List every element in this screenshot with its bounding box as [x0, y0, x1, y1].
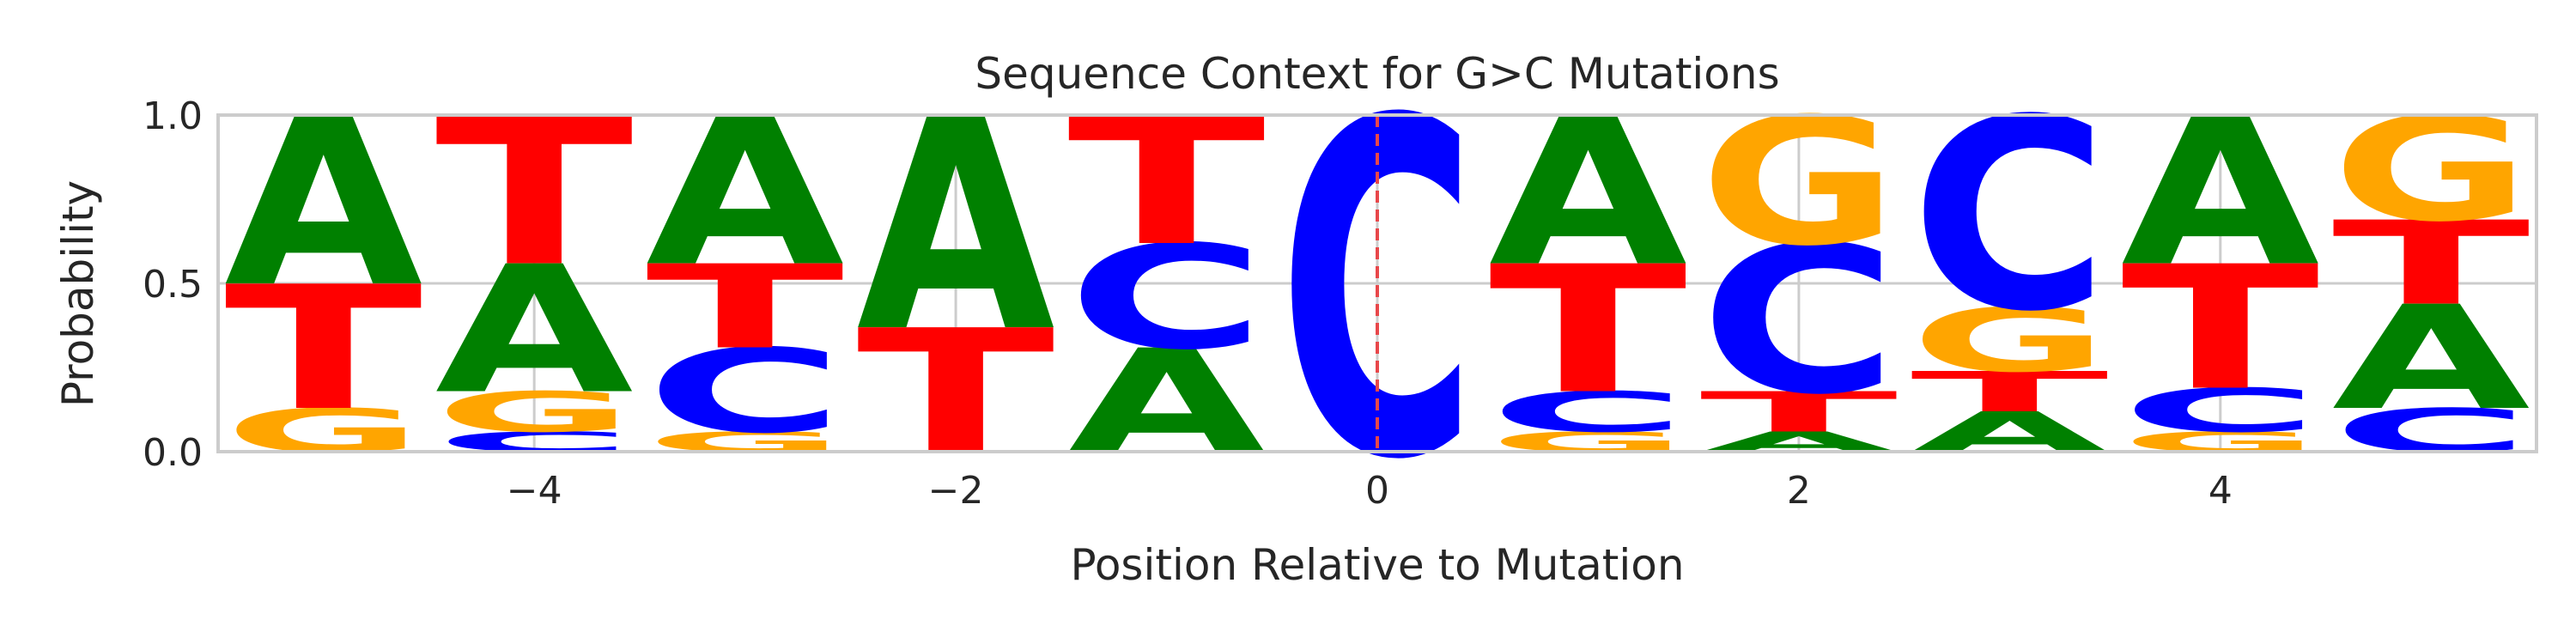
x-tick-label: −4 — [507, 469, 562, 513]
y-axis-label: Probability — [53, 180, 103, 407]
plot-frame — [216, 113, 2538, 453]
logo-letter-T: T — [224, 251, 424, 449]
x-tick-label: 4 — [2208, 469, 2233, 513]
logo-letter-T: T — [2121, 230, 2321, 428]
logo-letter-G: G — [2332, 88, 2530, 253]
logo-letter-T: T — [857, 295, 1057, 493]
y-tick-label: 0.5 — [143, 263, 203, 307]
logo-letter-G: G — [1700, 81, 1899, 285]
y-tick-labels: 0.0 0.5 1.0 — [143, 94, 203, 475]
logo-letter-A: A — [224, 70, 424, 337]
logo-letter-T: T — [1489, 228, 1689, 432]
x-axis-label: Position Relative to Mutation — [1070, 540, 1684, 590]
logo-letter-A: A — [2121, 76, 2321, 312]
logo-letter-C: C — [2121, 376, 2319, 446]
chart-title: Sequence Context for G>C Mutations — [975, 49, 1779, 99]
logo-letter-T: T — [646, 240, 846, 375]
logo-letter-A: A — [1067, 319, 1266, 486]
logo-letter-T: T — [435, 75, 635, 311]
logo-letter-C: C — [1911, 64, 2109, 369]
logo-letter-C: C — [2332, 396, 2530, 465]
x-tick-label: 2 — [1787, 469, 1811, 513]
x-tick-label: 0 — [1365, 469, 1389, 513]
logo-letter-C: C — [1700, 203, 1899, 439]
logo-letter-A: A — [1911, 400, 2109, 465]
x-tick-label: −2 — [928, 469, 984, 513]
y-tick-label: 0.0 — [143, 431, 203, 475]
logo-letter-T: T — [1067, 81, 1267, 284]
logo-letter-T: T — [1700, 380, 1899, 445]
logo-letter-C: C — [646, 325, 844, 459]
logo-letter-T: T — [1911, 360, 2109, 424]
logo-letter-C: C — [1067, 216, 1266, 381]
logo-letter-G: G — [1911, 289, 2109, 392]
logo-letter-G: G — [435, 380, 634, 445]
logo-letter-A: A — [646, 76, 846, 312]
logo-letter-C: C — [1489, 380, 1687, 445]
logo-letter-T: T — [2332, 197, 2532, 331]
logo-letter-A: A — [2332, 276, 2530, 442]
logo-letter-A: A — [435, 229, 634, 433]
logo-letter-A: A — [857, 58, 1057, 397]
y-tick-label: 1.0 — [143, 94, 203, 138]
x-tick-labels: −4 −2 0 2 4 — [507, 469, 2233, 513]
logo-letter-A: A — [1489, 76, 1689, 312]
logo-letter-G: G — [224, 397, 422, 466]
